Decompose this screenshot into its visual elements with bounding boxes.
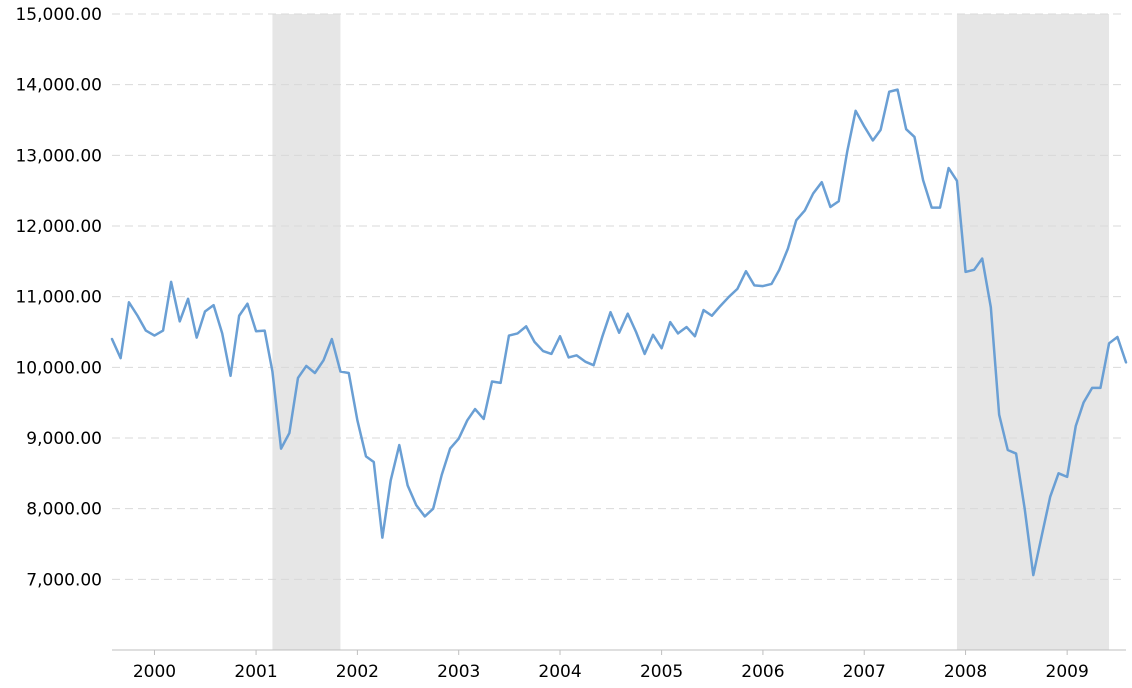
x-tick-label: 2008 (944, 662, 987, 682)
y-tick-label: 9,000.00 (26, 429, 102, 449)
x-tick-label: 2001 (234, 662, 277, 682)
x-tick-label: 2005 (640, 662, 683, 682)
series-layer (110, 88, 1128, 577)
series-line-0 (110, 88, 1128, 577)
x-tick-label: 2009 (1046, 662, 1089, 682)
y-tick-label: 10,000.00 (15, 358, 102, 378)
y-tick-label: 8,000.00 (26, 500, 102, 520)
recession-band-1 (956, 14, 1110, 650)
y-axis-labels: 7,000.00 8,000.00 9,000.00 10,000.00 11,000.… (15, 5, 102, 590)
x-axis: 2000 2001 2002 2003 2004 2005 2006 2007 2008 2009 (112, 649, 1126, 682)
recession-bands (272, 14, 1110, 650)
y-tick-label: 14,000.00 (15, 76, 102, 96)
x-tick-label: 2003 (437, 662, 480, 682)
x-tick-label: 2002 (336, 662, 379, 682)
x-tick-label: 2006 (741, 662, 784, 682)
y-tick-label: 15,000.00 (15, 5, 102, 25)
gridlines (112, 13, 1126, 580)
y-tick-label: 13,000.00 (15, 146, 102, 166)
x-tick-label: 2004 (538, 662, 581, 682)
y-tick-label: 12,000.00 (15, 217, 102, 237)
y-tick-label: 7,000.00 (26, 570, 102, 590)
recession-band-0 (272, 14, 341, 650)
x-tick-label: 2000 (133, 662, 176, 682)
x-tick-label: 2007 (843, 662, 886, 682)
y-tick-label: 11,000.00 (15, 288, 102, 308)
